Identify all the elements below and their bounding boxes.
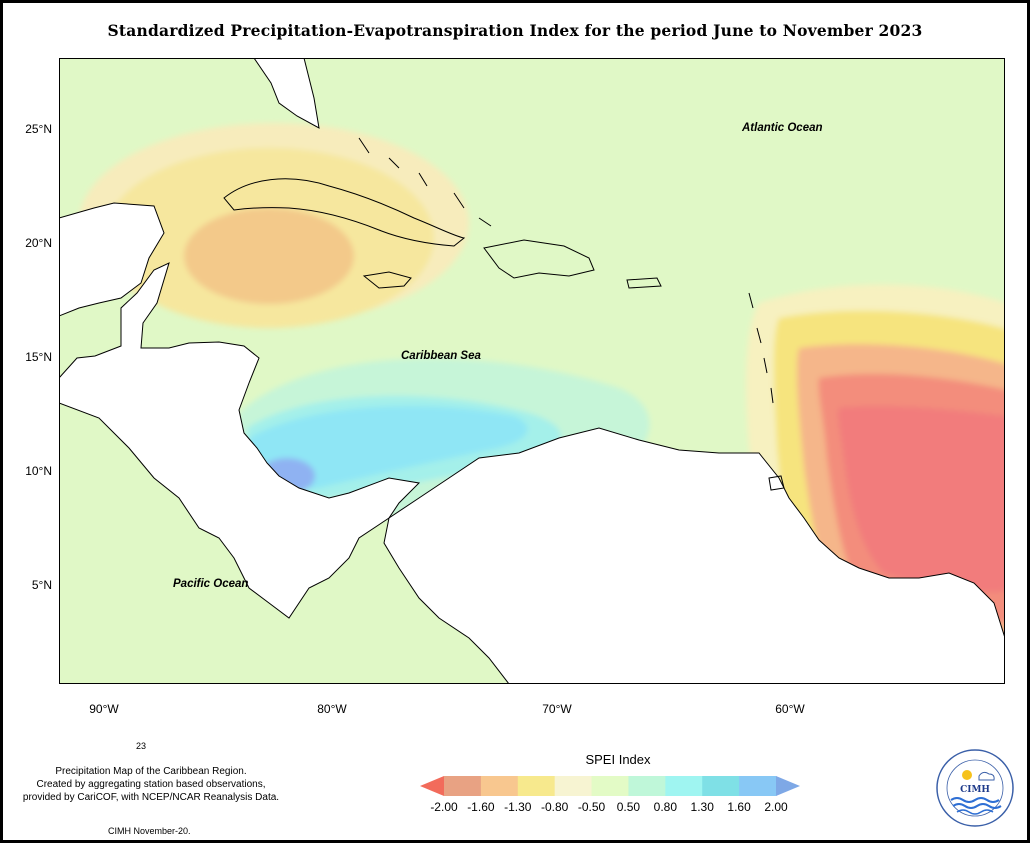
lesser-antilles xyxy=(748,292,774,404)
trinidad-island xyxy=(768,475,785,491)
legend-swatch xyxy=(702,776,740,796)
description-line: Created by aggregating station based obs… xyxy=(36,779,266,790)
map-title: Standardized Precipitation-Evapotranspir… xyxy=(107,21,923,40)
map-description: Precipitation Map of the Caribbean Regio… xyxy=(8,765,294,804)
legend-tick-label: 1.30 xyxy=(690,800,714,814)
legend-tick-label: -0.50 xyxy=(577,800,606,814)
islands xyxy=(223,137,785,491)
legend-tick-label: 1.60 xyxy=(727,800,751,814)
lat-label-25n: 25°N xyxy=(25,122,52,136)
logo-text: CIMH xyxy=(960,785,990,795)
lat-label-10n: 10°N xyxy=(25,464,52,478)
legend-title: SPEI Index xyxy=(585,752,651,767)
credit-text: CIMH November-20. xyxy=(108,826,191,836)
stray-number: 23 xyxy=(136,741,147,751)
legend-tick-label: -2.00 xyxy=(430,800,458,814)
lon-label-90w: 90°W xyxy=(89,702,119,716)
legend-swatch xyxy=(420,776,444,796)
legend-ticks: -2.00 -1.60 -1.30 -0.80 -0.50 0.50 0.80 1.30 1.6… xyxy=(420,800,800,816)
south-america-land xyxy=(383,427,1005,684)
description-line: Precipitation Map of the Caribbean Regio… xyxy=(55,766,247,777)
legend-colorbar xyxy=(420,776,800,796)
legend-tick-label: 0.80 xyxy=(653,800,677,814)
land-mass xyxy=(59,58,1005,684)
legend-tick-label: -1.60 xyxy=(467,800,495,814)
legend-tick-label: 2.00 xyxy=(764,800,788,814)
lon-label-60w: 60°W xyxy=(775,702,805,716)
sun-icon xyxy=(962,770,972,780)
lon-label-70w: 70°W xyxy=(542,702,572,716)
legend-swatch xyxy=(628,776,666,796)
lon-label-80w: 80°W xyxy=(317,702,347,716)
hispaniola-island xyxy=(483,239,595,279)
legend-swatch xyxy=(444,776,482,796)
cuba-island xyxy=(223,178,466,247)
legend-swatch xyxy=(776,776,800,796)
legend-swatch xyxy=(739,776,777,796)
legend-swatch xyxy=(554,776,593,796)
legend-swatch xyxy=(517,776,556,796)
lat-label-20n: 20°N xyxy=(25,236,52,250)
description-line: provided by CariCOF, with NCEP/NCAR Rean… xyxy=(22,792,280,803)
puerto-rico-island xyxy=(626,277,662,289)
legend-tick-label: 0.50 xyxy=(616,800,641,814)
bahamas-islands xyxy=(358,137,492,227)
waves-icon xyxy=(950,797,1000,803)
cimh-logo: CIMH xyxy=(936,749,1014,827)
legend-swatch xyxy=(665,776,703,796)
caribbean-sea-label: Caribbean Sea xyxy=(401,350,481,362)
atlantic-ocean-label: Atlantic Ocean xyxy=(742,122,823,134)
central-america-land xyxy=(59,262,421,619)
pacific-ocean-label: Pacific Ocean xyxy=(173,578,249,590)
legend-tick-label: -1.30 xyxy=(504,800,532,814)
florida-land xyxy=(253,58,320,129)
legend-tick-label: -0.80 xyxy=(540,800,569,814)
legend-swatch xyxy=(591,776,629,796)
lat-label-5n: 5°N xyxy=(31,578,52,592)
jamaica-island xyxy=(362,271,412,289)
cloud-icon xyxy=(978,771,995,781)
mexico-yucatan-land xyxy=(59,202,165,317)
spei-map xyxy=(59,58,1005,684)
lat-label-15n: 15°N xyxy=(25,350,52,364)
legend-swatch xyxy=(480,776,519,796)
